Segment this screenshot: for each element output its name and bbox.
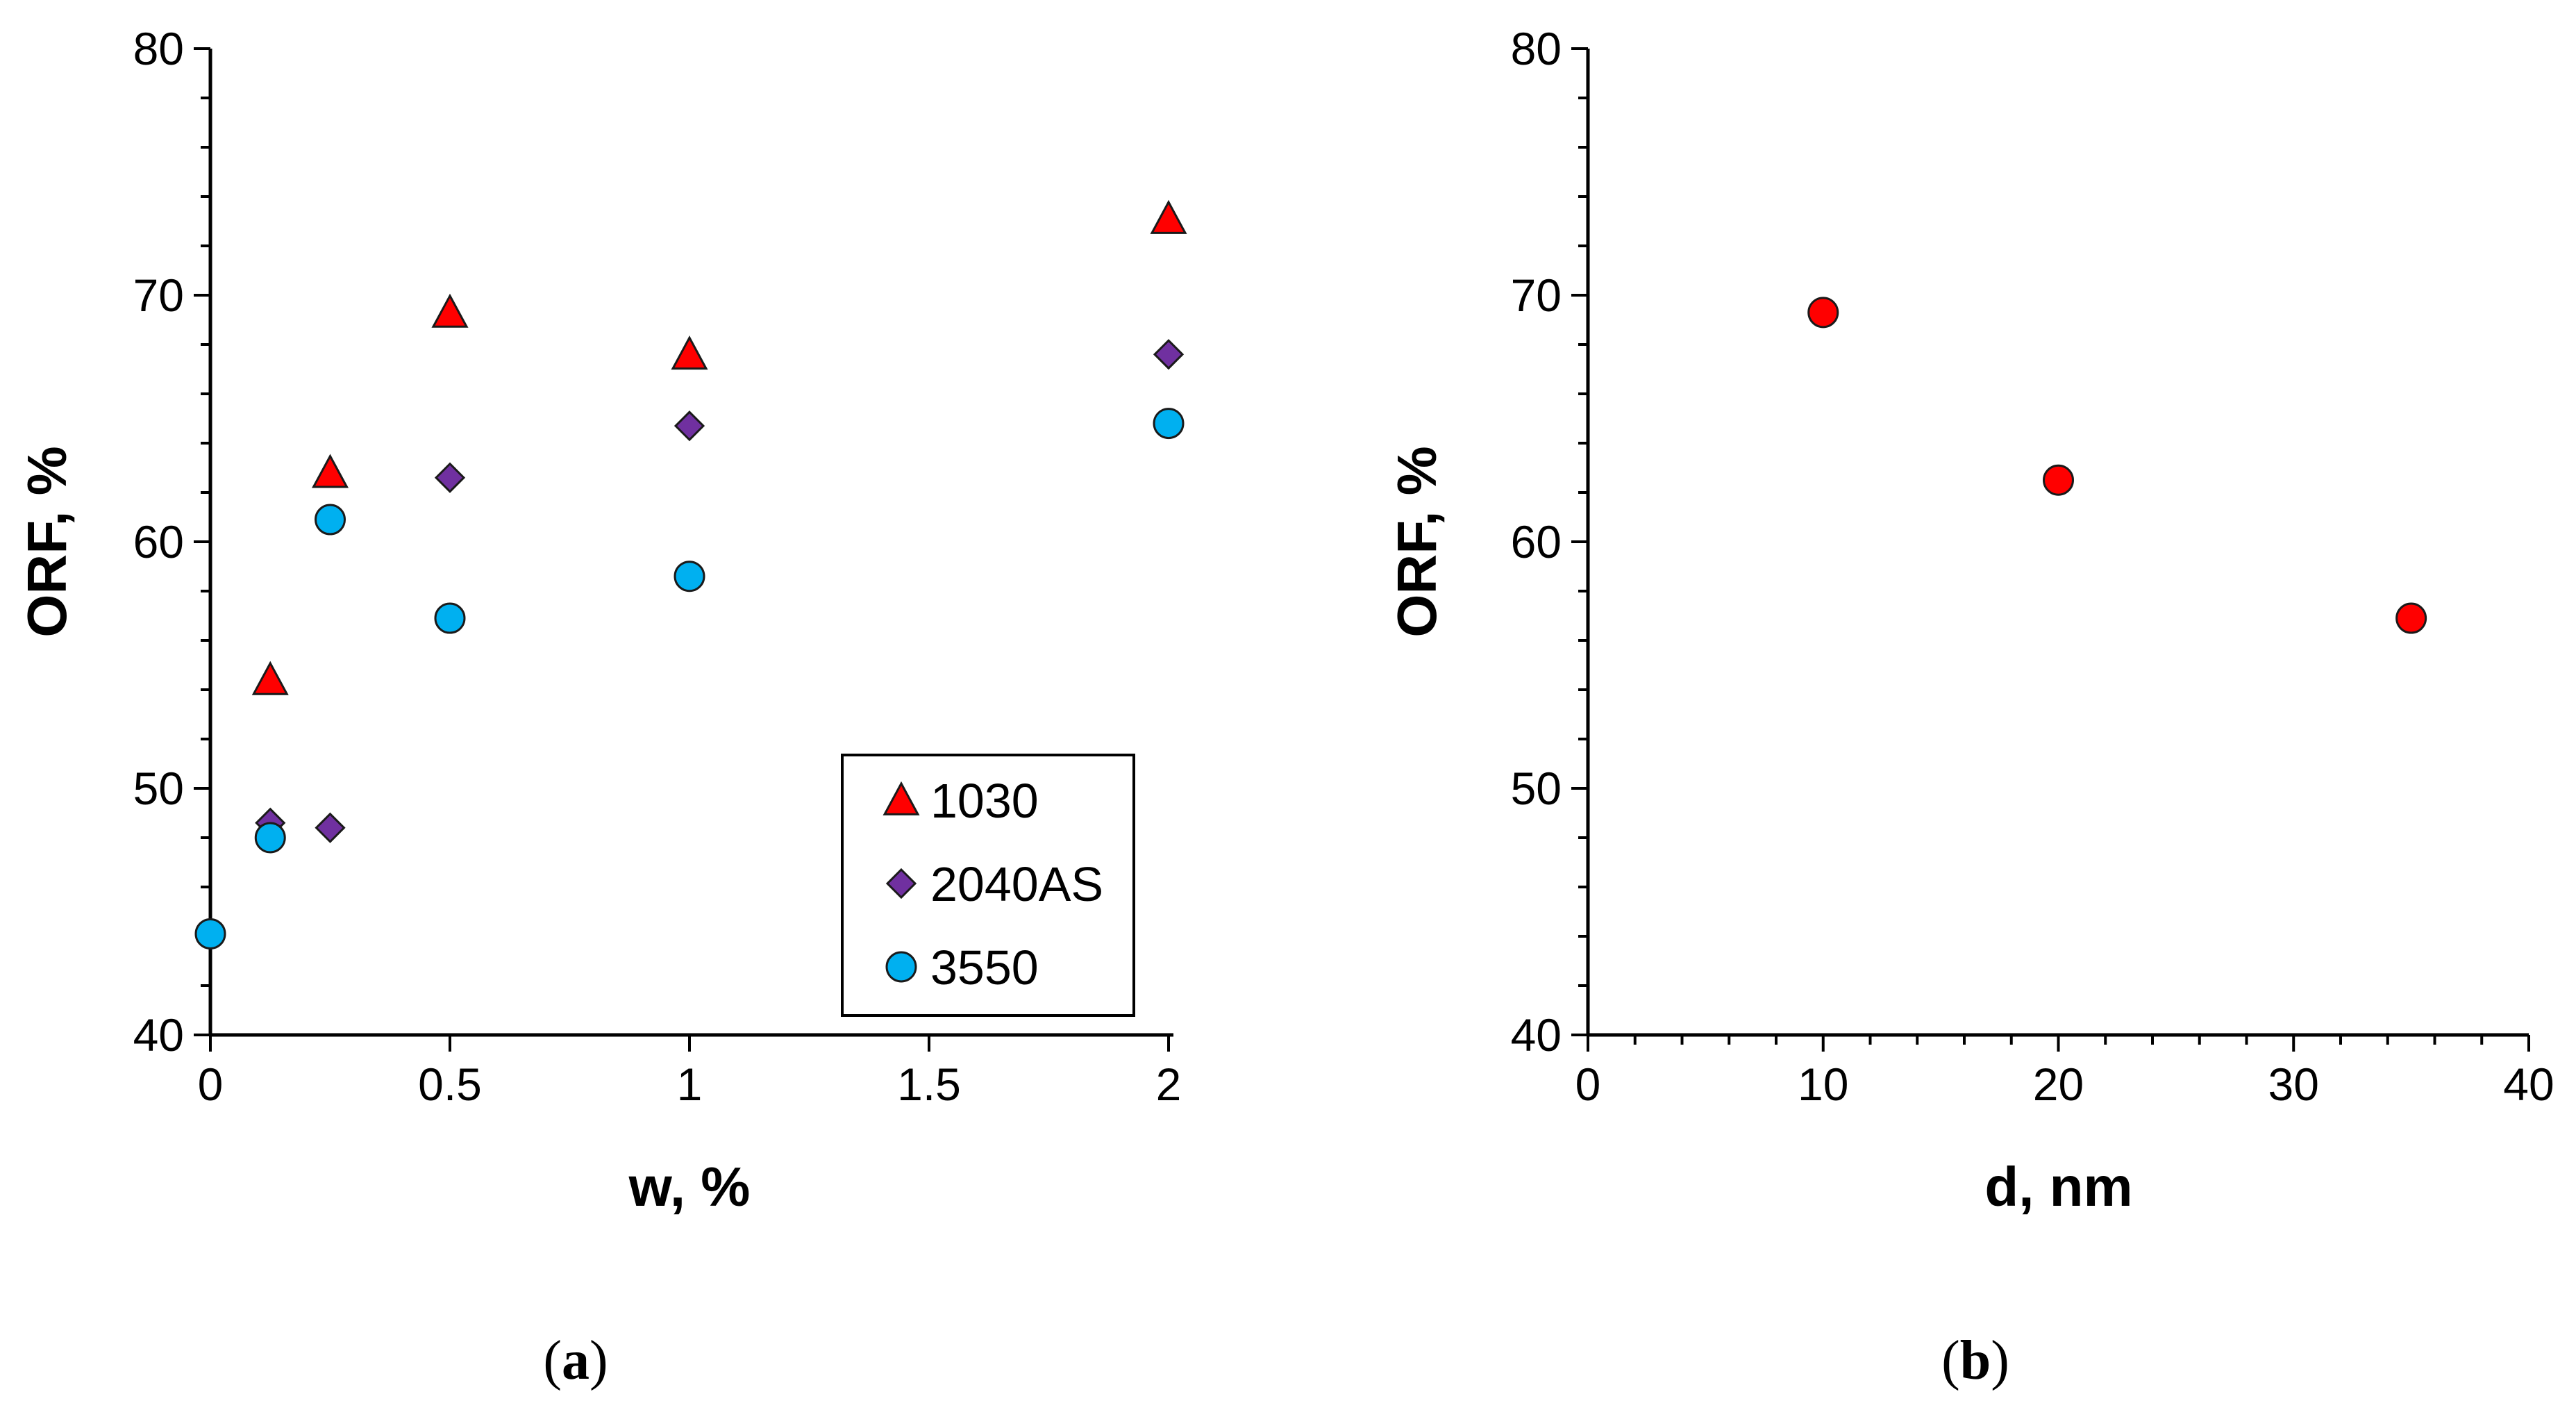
- x-tick-label: 0.5: [418, 1059, 482, 1110]
- caption-a-letter: a: [562, 1330, 589, 1391]
- caption-a-close: ): [589, 1330, 608, 1391]
- x-tick-label: 10: [1798, 1059, 1848, 1110]
- legend: 1030 2040AS 3550: [841, 754, 1135, 1017]
- chart-panel-a: 40 50 60 70 80 0 0.5 1 1.5 2 w, % ORF, % 1030 2040AS 3…: [16, 23, 1187, 1218]
- caption-b-letter: b: [1960, 1330, 1991, 1391]
- caption-b-close: ): [1991, 1330, 2009, 1391]
- chart-panel-b: 40 50 60 70 80 0 10 20 30 40 d, nm ORF, %: [1386, 23, 2554, 1218]
- data-point-3550-1: [254, 822, 286, 854]
- x-tick-label: 0: [198, 1059, 224, 1110]
- data-point-1030-0: [251, 661, 289, 695]
- x-tick-label: 0: [1575, 1059, 1601, 1110]
- x-tick-label: 2: [1156, 1059, 1182, 1110]
- y-tick-label: 50: [133, 763, 184, 814]
- x-tick-label: 30: [2268, 1059, 2319, 1110]
- y-tick-label: 70: [1511, 269, 1562, 321]
- caption-a-open: (: [543, 1330, 562, 1391]
- y-tick-label: 40: [1511, 1009, 1562, 1061]
- caption-b: (b): [1941, 1330, 2009, 1391]
- data-point-3550-2: [315, 504, 346, 536]
- legend-marker-2040AS: [885, 868, 917, 899]
- data-point-2040AS-1: [315, 812, 346, 843]
- x-tick-label: 20: [2033, 1059, 2084, 1110]
- x-axis-title: d, nm: [1984, 1156, 2132, 1218]
- data-point-3550-3: [434, 602, 466, 634]
- data-point-ORF-0: [1807, 297, 1839, 329]
- data-point-1030-4: [1150, 199, 1187, 234]
- legend-label-1030: 1030: [930, 774, 1039, 828]
- x-tick-label: 1: [677, 1059, 703, 1110]
- data-point-2040AS-3: [674, 410, 705, 442]
- data-point-3550-0: [194, 918, 226, 949]
- data-point-2040AS-4: [1153, 339, 1185, 370]
- legend-label-2040AS: 2040AS: [930, 857, 1103, 911]
- y-tick-label: 60: [1511, 516, 1562, 567]
- y-tick-label: 80: [1511, 23, 1562, 74]
- caption-a: (a): [543, 1330, 608, 1391]
- x-tick-label: 1.5: [897, 1059, 961, 1110]
- y-tick-label: 70: [133, 269, 184, 321]
- y-tick-label: 60: [133, 516, 184, 567]
- x-tick-label: 40: [2503, 1059, 2554, 1110]
- y-axis-title: ORF, %: [16, 446, 78, 638]
- data-point-2040AS-2: [434, 462, 466, 493]
- legend-marker-3550: [885, 951, 917, 983]
- y-tick-label: 40: [133, 1009, 184, 1061]
- data-point-1030-2: [431, 293, 469, 328]
- y-tick-label: 80: [133, 23, 184, 74]
- legend-label-3550: 3550: [930, 940, 1039, 995]
- y-tick-label: 50: [1511, 763, 1562, 814]
- x-axis-title: w, %: [628, 1156, 751, 1218]
- data-point-1030-3: [671, 335, 708, 370]
- legend-marker-1030: [883, 781, 920, 815]
- data-point-1030-1: [311, 454, 349, 488]
- caption-b-open: (: [1941, 1330, 1960, 1391]
- data-point-3550-5: [1153, 408, 1185, 440]
- data-point-3550-4: [674, 561, 705, 592]
- data-point-ORF-1: [2043, 464, 2074, 496]
- y-axis-title: ORF, %: [1386, 446, 1448, 638]
- data-point-ORF-2: [2395, 602, 2427, 634]
